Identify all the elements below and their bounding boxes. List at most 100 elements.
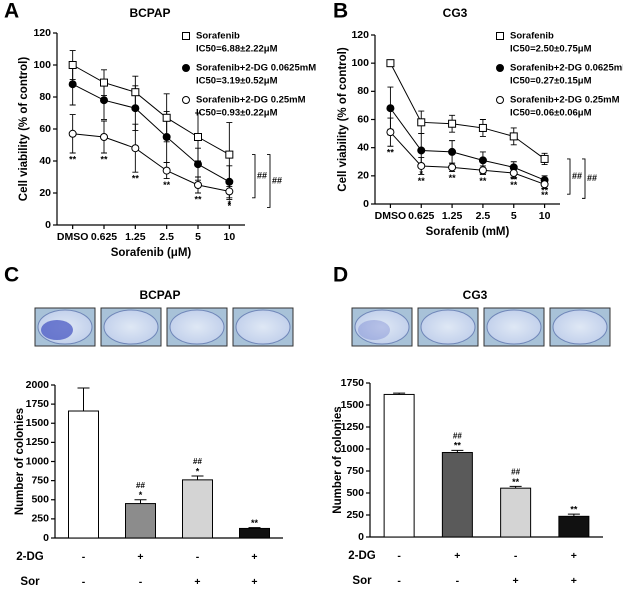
data-point bbox=[478, 123, 487, 132]
significance-hash: ## bbox=[136, 481, 145, 490]
x-tick-label: DMSO bbox=[57, 231, 89, 243]
y-axis-label: Number of colonies bbox=[14, 408, 26, 515]
significance-label: ** bbox=[479, 170, 487, 180]
x-tick-label: 10 bbox=[539, 210, 551, 222]
y-tick-label: 0 bbox=[363, 198, 369, 210]
y-tick-label: 1750 bbox=[26, 398, 50, 410]
data-point bbox=[131, 88, 140, 97]
row-label: - bbox=[196, 551, 200, 563]
data-point bbox=[100, 78, 108, 87]
bracket-label: ## bbox=[572, 171, 582, 181]
legend-ic50: IC50=0.27±0.15μM bbox=[510, 76, 592, 87]
y-tick-label: 100 bbox=[351, 57, 369, 69]
significance-label: * bbox=[228, 199, 232, 209]
row-label: - bbox=[514, 550, 518, 562]
chart-title: BCPAP bbox=[139, 288, 180, 302]
series-line bbox=[72, 64, 230, 156]
significance-label: * bbox=[228, 201, 232, 211]
y-axis-label: Cell viability (% of control) bbox=[337, 47, 349, 192]
y-tick-label: 750 bbox=[31, 474, 49, 486]
y-axis-label: Cell viability (% of control) bbox=[18, 57, 30, 202]
colonies bbox=[358, 320, 390, 340]
data-point bbox=[509, 169, 518, 178]
row-label: - bbox=[397, 550, 401, 562]
data-point bbox=[162, 113, 171, 122]
y-tick-label: 20 bbox=[357, 170, 369, 182]
series-line bbox=[72, 133, 230, 192]
series-line bbox=[390, 131, 545, 185]
row-label: + bbox=[251, 576, 257, 588]
panel-letter: D bbox=[333, 264, 348, 287]
y-tick-label: 250 bbox=[31, 513, 49, 525]
x-tick-label: 1.25 bbox=[125, 231, 146, 243]
data-point bbox=[448, 163, 457, 172]
y-tick-label: 500 bbox=[346, 487, 364, 499]
colonies bbox=[41, 320, 73, 340]
row-label: + bbox=[137, 551, 143, 563]
legend-label: Sorafenib+2-DG 0.0625mM bbox=[196, 63, 316, 74]
bar bbox=[182, 479, 213, 539]
significance-label: ** bbox=[69, 154, 77, 164]
x-tick-label: 2.5 bbox=[476, 210, 491, 222]
y-tick-label: 40 bbox=[39, 155, 51, 167]
y-tick-label: 100 bbox=[33, 59, 51, 71]
y-tick-label: 500 bbox=[31, 494, 49, 506]
data-point bbox=[225, 150, 234, 159]
panel-letter: A bbox=[4, 0, 19, 23]
error-bar bbox=[509, 485, 522, 489]
y-tick-label: 1750 bbox=[341, 377, 365, 389]
plate bbox=[552, 309, 608, 345]
error-bar bbox=[451, 449, 464, 453]
significance-label: ** bbox=[479, 176, 487, 186]
bar bbox=[558, 515, 590, 538]
significance-star: ** bbox=[454, 441, 462, 451]
x-tick-label: DMSO bbox=[375, 210, 407, 222]
panel-letter: C bbox=[4, 264, 19, 287]
row-label: + bbox=[571, 575, 577, 587]
significance-label: ** bbox=[163, 180, 171, 190]
legend-marker bbox=[182, 64, 190, 72]
error-bar bbox=[248, 527, 261, 529]
y-tick-label: 80 bbox=[39, 91, 51, 103]
x-tick-label: 2.5 bbox=[159, 231, 174, 243]
data-point bbox=[131, 104, 140, 113]
bar bbox=[68, 410, 99, 539]
row-name: 2-DG bbox=[348, 550, 376, 562]
row-label: + bbox=[454, 550, 460, 562]
y-tick-label: 0 bbox=[45, 219, 51, 231]
data-point bbox=[194, 160, 202, 169]
data-point bbox=[448, 147, 457, 156]
significance-star: ** bbox=[251, 518, 259, 528]
significance-label: ** bbox=[510, 174, 518, 184]
y-tick-label: 1500 bbox=[26, 417, 50, 429]
significance-label: ** bbox=[418, 176, 426, 186]
bracket bbox=[252, 154, 256, 199]
significance-hash: ## bbox=[511, 468, 520, 477]
data-point bbox=[509, 132, 518, 141]
bracket-label: ## bbox=[257, 171, 267, 181]
y-tick-label: 120 bbox=[351, 29, 369, 41]
data-point bbox=[540, 180, 549, 189]
data-point bbox=[478, 166, 487, 175]
bracket-label: ## bbox=[272, 175, 282, 185]
significance-label: ** bbox=[449, 173, 457, 183]
y-tick-label: 80 bbox=[357, 85, 369, 97]
data-point bbox=[162, 166, 171, 175]
x-tick-label: 0.625 bbox=[408, 210, 434, 222]
significance-label: ** bbox=[510, 180, 518, 190]
series-line bbox=[72, 83, 230, 183]
error-bar bbox=[191, 475, 204, 480]
legend-ic50: IC50=0.93±0.22μM bbox=[196, 108, 278, 119]
y-axis-label: Number of colonies bbox=[332, 406, 344, 513]
legend-label: Sorafenib+2-DG 0.25mM bbox=[196, 95, 306, 106]
row-label: + bbox=[251, 551, 257, 563]
row-label: + bbox=[513, 575, 519, 587]
series-line bbox=[390, 107, 545, 181]
y-tick-label: 60 bbox=[357, 113, 369, 125]
significance-label: ** bbox=[100, 154, 108, 164]
error-bar bbox=[567, 513, 580, 517]
x-tick-label: 1.25 bbox=[442, 210, 463, 222]
significance-hash: ## bbox=[193, 457, 202, 466]
data-point bbox=[478, 156, 487, 165]
